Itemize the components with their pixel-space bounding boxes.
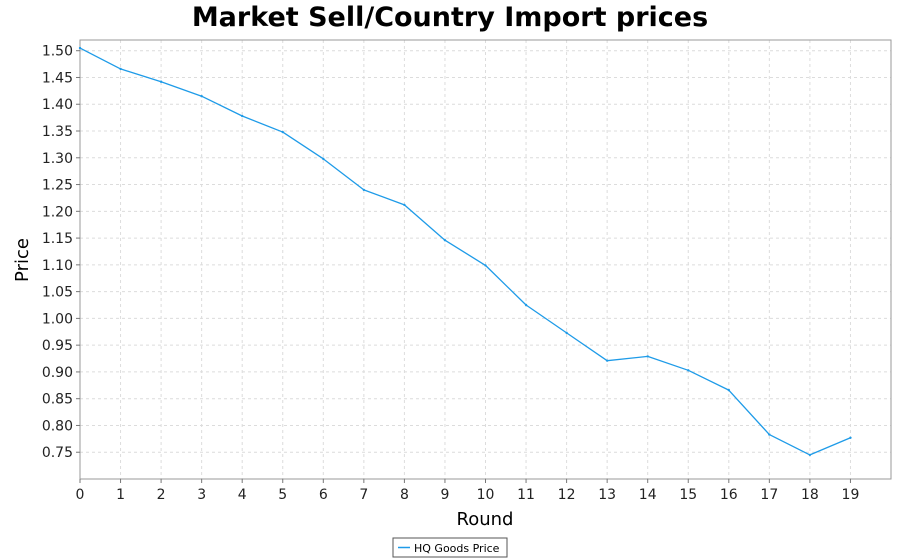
y-tick-label: 1.20 xyxy=(42,204,73,220)
x-tick-label: 15 xyxy=(679,487,697,503)
data-point xyxy=(403,203,406,207)
data-point xyxy=(808,453,812,457)
x-tick-label: 9 xyxy=(440,487,449,503)
data-point xyxy=(727,388,730,392)
x-tick-label: 13 xyxy=(598,487,616,503)
data-point xyxy=(768,433,771,436)
data-point xyxy=(687,369,690,372)
y-tick-label: 0.95 xyxy=(42,338,73,354)
x-tick-label: 4 xyxy=(238,487,247,503)
x-tick-label: 7 xyxy=(359,487,368,503)
chart-title: Market Sell/Country Import prices xyxy=(191,2,709,33)
y-tick-label: 1.00 xyxy=(42,311,73,327)
data-point xyxy=(565,331,568,335)
axes: 0.75 0.80 0.85 0.90 0.95 1.00 1.05 1.10 1.15 1.20… xyxy=(42,44,860,503)
data-point xyxy=(484,264,487,267)
data-point xyxy=(362,188,366,192)
y-tick-label: 0.80 xyxy=(42,418,73,434)
legend: HQ Goods Price xyxy=(392,537,508,558)
x-tick-label: 18 xyxy=(801,487,819,503)
y-tick-label: 0.85 xyxy=(42,392,73,408)
y-tick-label: 1.50 xyxy=(42,44,73,60)
y-tick-label: 0.75 xyxy=(42,445,73,461)
x-axis-label: Round xyxy=(457,509,514,530)
data-point xyxy=(646,355,649,358)
x-tick-label: 10 xyxy=(477,487,495,503)
x-tick-label: 11 xyxy=(517,487,535,503)
y-axis-label: Price xyxy=(12,238,33,282)
x-tick-label: 2 xyxy=(157,487,166,503)
y-tick-label: 0.90 xyxy=(42,365,73,381)
y-tick-label: 1.30 xyxy=(42,151,73,167)
data-point xyxy=(443,239,447,242)
y-tick-label: 1.35 xyxy=(42,124,73,140)
y-tick-label: 1.40 xyxy=(42,97,73,113)
data-point xyxy=(281,130,284,134)
series xyxy=(78,46,852,457)
data-point xyxy=(322,157,325,161)
x-tick-label: 3 xyxy=(197,487,206,503)
x-tick-label: 0 xyxy=(76,487,85,503)
series-line-0 xyxy=(79,47,851,456)
y-tick-label: 1.25 xyxy=(42,178,73,194)
grid xyxy=(79,40,891,479)
data-point xyxy=(119,67,122,71)
y-tick-label: 1.15 xyxy=(42,231,73,247)
x-tick-label: 19 xyxy=(842,487,860,503)
y-tick-label: 1.10 xyxy=(42,258,73,274)
data-point xyxy=(849,436,852,439)
data-point xyxy=(605,359,609,362)
data-point xyxy=(524,303,528,307)
y-tick-label: 1.45 xyxy=(42,70,73,86)
x-tick-label: 8 xyxy=(400,487,409,503)
x-tick-label: 16 xyxy=(720,487,738,503)
data-point xyxy=(159,80,163,83)
data-point xyxy=(200,95,203,98)
legend-box xyxy=(392,537,508,558)
x-tick-label: 1 xyxy=(116,487,125,503)
legend-label: HQ Goods Price xyxy=(414,542,500,555)
x-tick-label: 14 xyxy=(639,487,657,503)
x-tick-label: 12 xyxy=(558,487,576,503)
y-tick-label: 1.05 xyxy=(42,285,73,301)
x-tick-label: 5 xyxy=(278,487,287,503)
x-tick-label: 17 xyxy=(760,487,778,503)
data-point xyxy=(241,114,244,118)
x-tick-label: 6 xyxy=(319,487,328,503)
data-point xyxy=(78,46,82,50)
